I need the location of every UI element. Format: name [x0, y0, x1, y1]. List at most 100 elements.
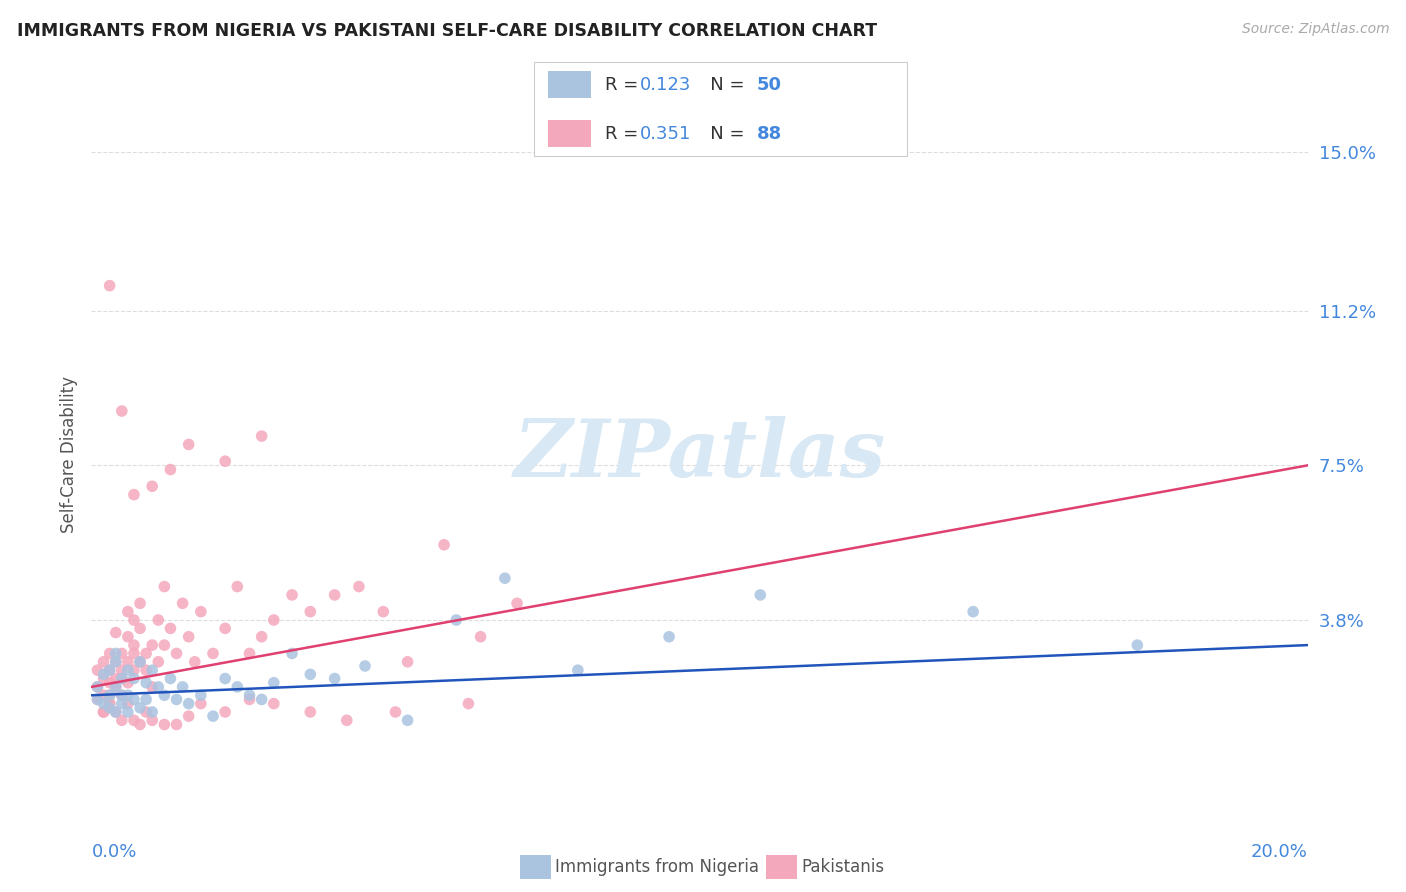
Point — [117, 605, 139, 619]
Point — [263, 697, 285, 711]
Point — [141, 663, 163, 677]
Text: Source: ZipAtlas.com: Source: ZipAtlas.com — [1241, 22, 1389, 37]
Point — [98, 688, 121, 702]
Point — [384, 705, 406, 719]
Point — [153, 688, 176, 702]
Point — [98, 697, 121, 711]
Point — [148, 655, 170, 669]
Point — [135, 675, 157, 690]
Point — [184, 655, 207, 669]
Point — [214, 621, 236, 635]
Point — [177, 630, 200, 644]
Point — [153, 580, 176, 594]
Point — [281, 588, 304, 602]
Point — [214, 672, 236, 686]
Point — [336, 714, 359, 728]
Point — [190, 605, 212, 619]
Point — [135, 647, 157, 661]
Point — [433, 538, 456, 552]
Text: Pakistanis: Pakistanis — [801, 858, 884, 876]
Point — [299, 705, 322, 719]
Point — [86, 692, 108, 706]
Point — [104, 680, 127, 694]
Point — [148, 613, 170, 627]
Point — [749, 588, 772, 602]
Point — [93, 705, 115, 719]
Point — [129, 655, 152, 669]
Point — [111, 672, 134, 686]
Point — [98, 278, 121, 293]
Text: R =: R = — [605, 76, 644, 94]
Point — [104, 680, 127, 694]
Text: 88: 88 — [756, 125, 782, 143]
Point — [122, 488, 145, 502]
Point — [263, 675, 285, 690]
Point — [135, 692, 157, 706]
Point — [202, 647, 225, 661]
Point — [263, 613, 285, 627]
Point — [1126, 638, 1149, 652]
Point — [98, 647, 121, 661]
Point — [238, 692, 260, 706]
Point — [373, 605, 395, 619]
Point — [98, 663, 121, 677]
Text: IMMIGRANTS FROM NIGERIA VS PAKISTANI SELF-CARE DISABILITY CORRELATION CHART: IMMIGRANTS FROM NIGERIA VS PAKISTANI SEL… — [17, 22, 877, 40]
Point — [117, 697, 139, 711]
Point — [567, 663, 589, 677]
Y-axis label: Self-Care Disability: Self-Care Disability — [59, 376, 77, 533]
Point — [250, 429, 273, 443]
Point — [93, 705, 115, 719]
Point — [86, 663, 108, 677]
Text: Immigrants from Nigeria: Immigrants from Nigeria — [555, 858, 759, 876]
Point — [122, 663, 145, 677]
Text: N =: N = — [693, 125, 751, 143]
Point — [148, 680, 170, 694]
Point — [226, 580, 249, 594]
Point — [104, 655, 127, 669]
Point — [104, 625, 127, 640]
Point — [86, 680, 108, 694]
Point — [250, 630, 273, 644]
Point — [104, 705, 127, 719]
Point — [214, 705, 236, 719]
Point — [299, 605, 322, 619]
Point — [98, 663, 121, 677]
Point — [111, 672, 134, 686]
Point — [98, 675, 121, 690]
Text: 20.0%: 20.0% — [1251, 843, 1308, 861]
Point — [122, 692, 145, 706]
Point — [98, 688, 121, 702]
Point — [122, 638, 145, 652]
Point — [93, 688, 115, 702]
Point — [141, 714, 163, 728]
Point — [141, 705, 163, 719]
Point — [172, 680, 194, 694]
Point — [141, 479, 163, 493]
Point — [153, 717, 176, 731]
Point — [238, 647, 260, 661]
Point — [122, 672, 145, 686]
Point — [159, 672, 181, 686]
Point — [111, 647, 134, 661]
Point — [93, 697, 115, 711]
Point — [129, 596, 152, 610]
Text: 50: 50 — [756, 76, 782, 94]
Point — [122, 714, 145, 728]
Point — [104, 705, 127, 719]
Point — [135, 663, 157, 677]
Point — [104, 647, 127, 661]
Point — [117, 705, 139, 719]
Point — [962, 605, 984, 619]
Point — [141, 680, 163, 694]
Point — [93, 667, 115, 681]
Point — [129, 700, 152, 714]
Point — [93, 672, 115, 686]
Point — [98, 700, 121, 714]
Point — [166, 647, 188, 661]
Text: R =: R = — [605, 125, 644, 143]
Point — [494, 571, 516, 585]
Text: ZIPatlas: ZIPatlas — [513, 417, 886, 493]
Point — [111, 404, 134, 418]
Point — [129, 717, 152, 731]
Point — [190, 688, 212, 702]
